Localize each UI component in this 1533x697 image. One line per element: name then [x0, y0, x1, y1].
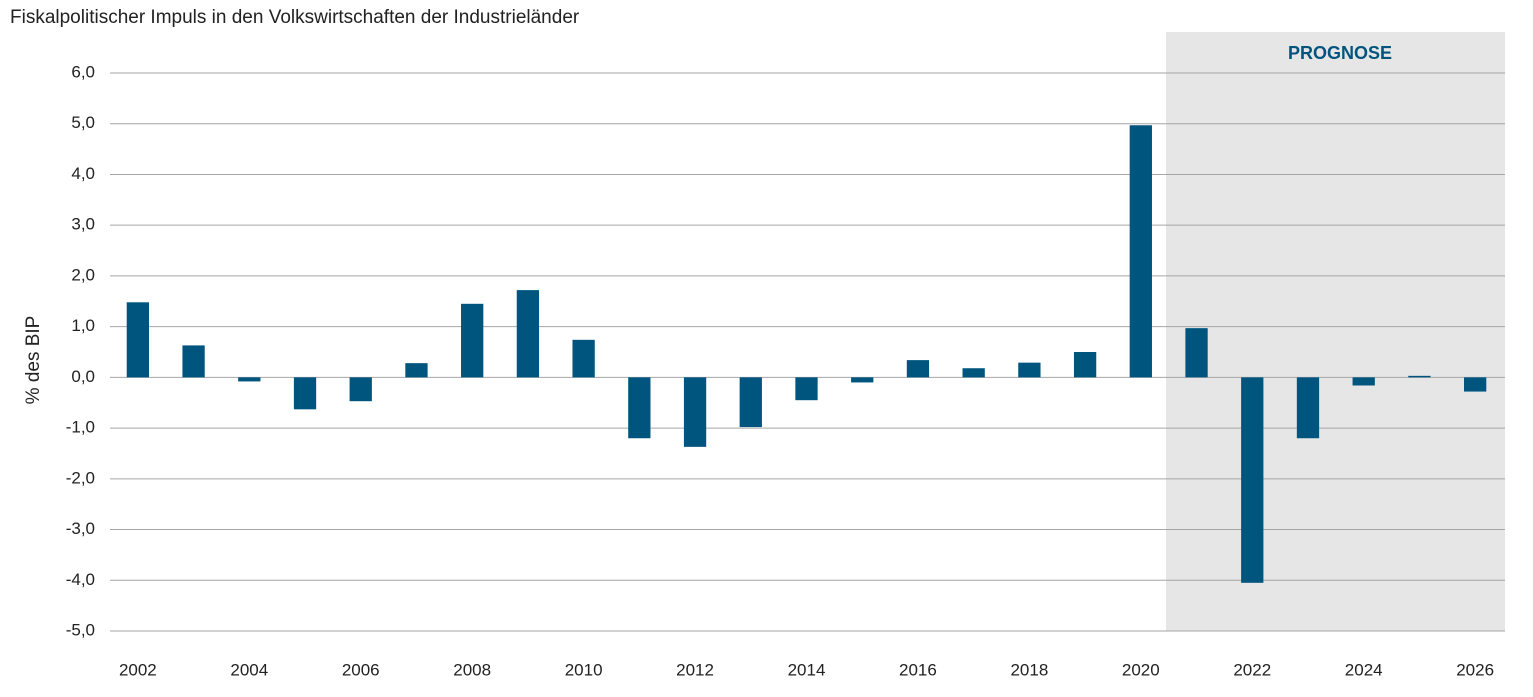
bar — [683, 377, 707, 447]
bar — [1018, 362, 1041, 378]
y-tick-label: 3,0 — [71, 215, 95, 234]
bar — [1073, 352, 1097, 378]
forecast-region — [1166, 32, 1505, 631]
bar — [238, 377, 261, 382]
bar — [1463, 377, 1487, 392]
x-tick-label: 2016 — [899, 660, 937, 679]
y-tick-label: -1,0 — [66, 418, 95, 437]
bar — [795, 377, 818, 401]
chart-title: Fiskalpolitischer Impuls in den Volkswir… — [10, 7, 580, 28]
y-tick-label: 5,0 — [71, 113, 95, 132]
bar — [461, 303, 484, 378]
bar — [739, 377, 762, 428]
bar — [349, 377, 372, 402]
y-tick-label: 1,0 — [71, 316, 95, 335]
bar — [1241, 377, 1264, 583]
x-tick-label: 2008 — [453, 660, 491, 679]
forecast-label: PROGNOSE — [1288, 43, 1392, 63]
bar — [962, 368, 985, 378]
x-tick-label: 2014 — [788, 660, 826, 679]
y-tick-label: 0,0 — [71, 367, 95, 386]
x-tick-label: 2002 — [119, 660, 157, 679]
x-tick-label: 2024 — [1345, 660, 1383, 679]
bar — [906, 360, 930, 378]
y-tick-label: 4,0 — [71, 164, 95, 183]
bar — [851, 377, 874, 383]
y-tick-label: -2,0 — [66, 468, 95, 487]
bar — [1296, 377, 1320, 439]
x-tick-label: 2004 — [230, 660, 268, 679]
x-tick-label: 2026 — [1456, 660, 1494, 679]
y-axis-label: % des BIP — [23, 316, 44, 405]
x-tick-label: 2018 — [1010, 660, 1048, 679]
x-tick-label: 2010 — [565, 660, 603, 679]
bar — [516, 290, 540, 378]
y-tick-label: 6,0 — [71, 62, 95, 81]
bar — [293, 377, 317, 410]
bar — [572, 339, 595, 378]
x-tick-label: 2022 — [1233, 660, 1271, 679]
y-tick-label: -5,0 — [66, 620, 95, 639]
bar — [405, 363, 428, 378]
y-tick-label: -3,0 — [66, 519, 95, 538]
bar — [1185, 328, 1208, 378]
x-tick-label: 2012 — [676, 660, 714, 679]
bar — [182, 345, 205, 378]
bar — [126, 302, 150, 378]
x-tick-label: 2020 — [1122, 660, 1160, 679]
bar — [1352, 377, 1375, 386]
x-tick-label: 2006 — [342, 660, 380, 679]
y-tick-label: -4,0 — [66, 570, 95, 589]
bar — [1129, 125, 1152, 378]
bar — [628, 377, 651, 439]
y-tick-label: 2,0 — [71, 265, 95, 284]
bar — [1408, 375, 1431, 378]
